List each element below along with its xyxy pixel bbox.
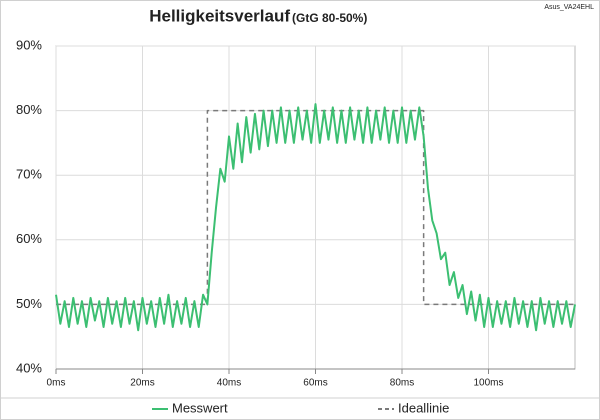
series-line <box>55 103 576 332</box>
y-tick-label: 80% <box>16 102 42 117</box>
legend-label: Messwert <box>172 400 228 415</box>
chart-subtitle: (GtG 80-50%) <box>292 11 367 25</box>
x-tick-label: 80ms <box>390 378 414 389</box>
plot: 40% 50% 60% 70% 80% 90% 0ms 20ms 40ms 60ms 80ms 100… <box>16 37 576 389</box>
chart-title: Helligkeitsverlauf <box>149 6 290 25</box>
x-tick-label: 100ms <box>473 378 503 389</box>
y-tick-label: 50% <box>16 296 42 311</box>
y-tick-label: 60% <box>16 231 42 246</box>
legend-label: Ideallinie <box>398 400 449 415</box>
corner-label: Asus_VA24EHL <box>544 4 594 11</box>
x-tick-label: 60ms <box>303 378 327 389</box>
y-tick-label: 70% <box>16 167 42 182</box>
legend: Messwert Ideallinie <box>152 400 449 415</box>
x-tick-label: 40ms <box>217 378 241 389</box>
y-tick-label: 90% <box>16 37 42 52</box>
x-tick-label: 0ms <box>47 378 66 389</box>
x-tick-label: 20ms <box>130 378 154 389</box>
y-tick-label: 40% <box>16 360 42 375</box>
